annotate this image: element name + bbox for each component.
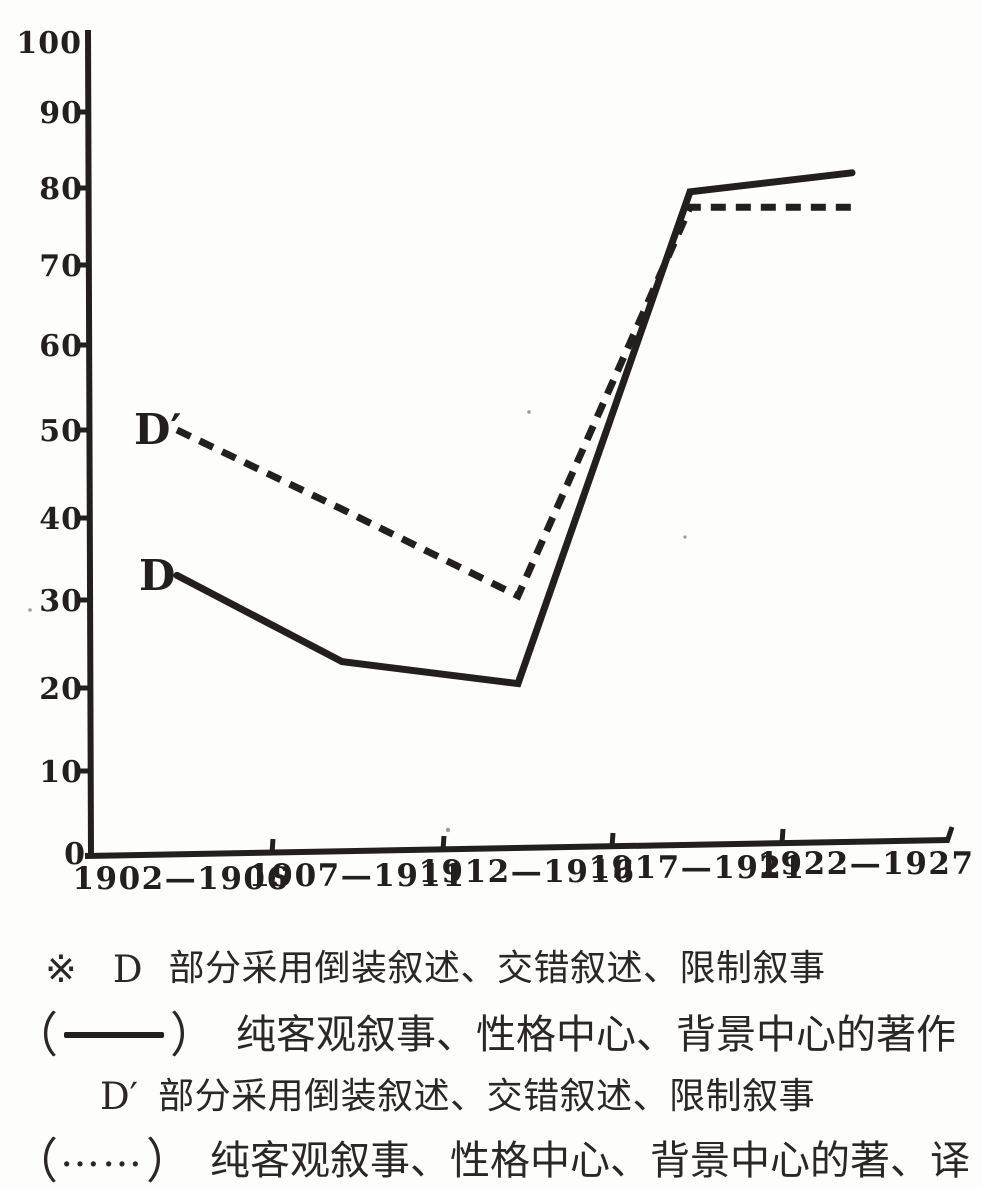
y-tick-label: 50	[39, 414, 83, 449]
x-tick-labels: 1902—1906 1907—1911 1912—1916 1917—1921 …	[72, 846, 974, 897]
series-line-d-prime	[175, 203, 852, 601]
x-tick	[440, 835, 447, 851]
speck	[28, 608, 32, 612]
series-label-d: D	[139, 551, 175, 600]
x-tick-label: 1912—1916	[418, 854, 635, 890]
x-tick	[779, 828, 786, 844]
series-key-d: D	[112, 947, 143, 991]
x-tick-label: 1922—1927	[757, 846, 974, 882]
series-key-d-prime: D′	[100, 1075, 139, 1118]
line-chart: 0 10 20 30 40 50 60 70 80 90 100 1902—19…	[16, 26, 974, 897]
y-ticks	[76, 109, 90, 774]
x-tick	[269, 838, 276, 854]
footnote-text: 纯客观叙事、性格中心、背景中心的著作	[236, 1012, 956, 1058]
close-paren: ）	[146, 1132, 192, 1189]
footnote-row-d-prime: D′ 部分采用倒装叙述、交错叙述、限制叙事	[100, 1078, 815, 1115]
y-tick-label: 70	[39, 249, 83, 284]
y-tick-label: 100	[16, 26, 82, 61]
x-axis-line	[84, 837, 950, 859]
y-tick-label: 30	[39, 584, 83, 619]
footnote-text: 部分采用倒装叙述、交错叙述、限制叙事	[158, 1075, 816, 1117]
speck	[445, 827, 451, 833]
y-tick-label: 90	[39, 96, 83, 131]
open-paren: （	[12, 1006, 58, 1064]
y-tick-label: 60	[39, 329, 83, 364]
footnote-text: 纯客观叙事、性格中心、背景中心的著、译	[210, 1138, 970, 1184]
speck	[683, 535, 687, 539]
x-ticks	[269, 828, 786, 854]
speck	[527, 410, 531, 414]
reference-mark: ※	[45, 947, 77, 991]
x-tick-label: 1917—1921	[588, 850, 805, 886]
y-tick-label: 20	[39, 672, 83, 707]
x-tick-label: 1907—1911	[248, 858, 465, 894]
y-tick-label: 40	[39, 502, 83, 537]
y-tick-labels: 0 10 20 30 40 50 60 70 80 90 100	[16, 26, 86, 872]
open-paren: （	[12, 1132, 58, 1189]
dotted-line-symbol: ……	[60, 1130, 144, 1176]
close-paren: ）	[170, 1006, 216, 1064]
x-axis-end-tick	[944, 826, 955, 843]
y-tick-label: 80	[39, 172, 83, 207]
footnote-text: 部分采用倒装叙述、交错叙述、限制叙事	[168, 948, 826, 989]
scan-specks	[28, 410, 687, 833]
series-line-d	[173, 169, 856, 688]
x-tick	[609, 832, 616, 848]
x-tick-label: 1902—1906	[72, 861, 289, 897]
series-label-d-prime: D′	[134, 405, 182, 454]
solid-line-symbol	[64, 1032, 164, 1038]
y-tick-label: 0	[64, 837, 86, 872]
axes	[84, 29, 955, 859]
footnote-row-dotted-line: （ …… ） 纯客观叙事、性格中心、背景中心的著、译	[12, 1132, 970, 1189]
footnote-row-solid-line: （ ） 纯客观叙事、性格中心、背景中心的著作	[12, 1006, 956, 1064]
y-tick-label: 10	[39, 755, 83, 790]
y-axis-line	[85, 29, 94, 859]
footnote-row-d: ※ D 部分采用倒装叙述、交错叙述、限制叙事	[45, 950, 826, 988]
